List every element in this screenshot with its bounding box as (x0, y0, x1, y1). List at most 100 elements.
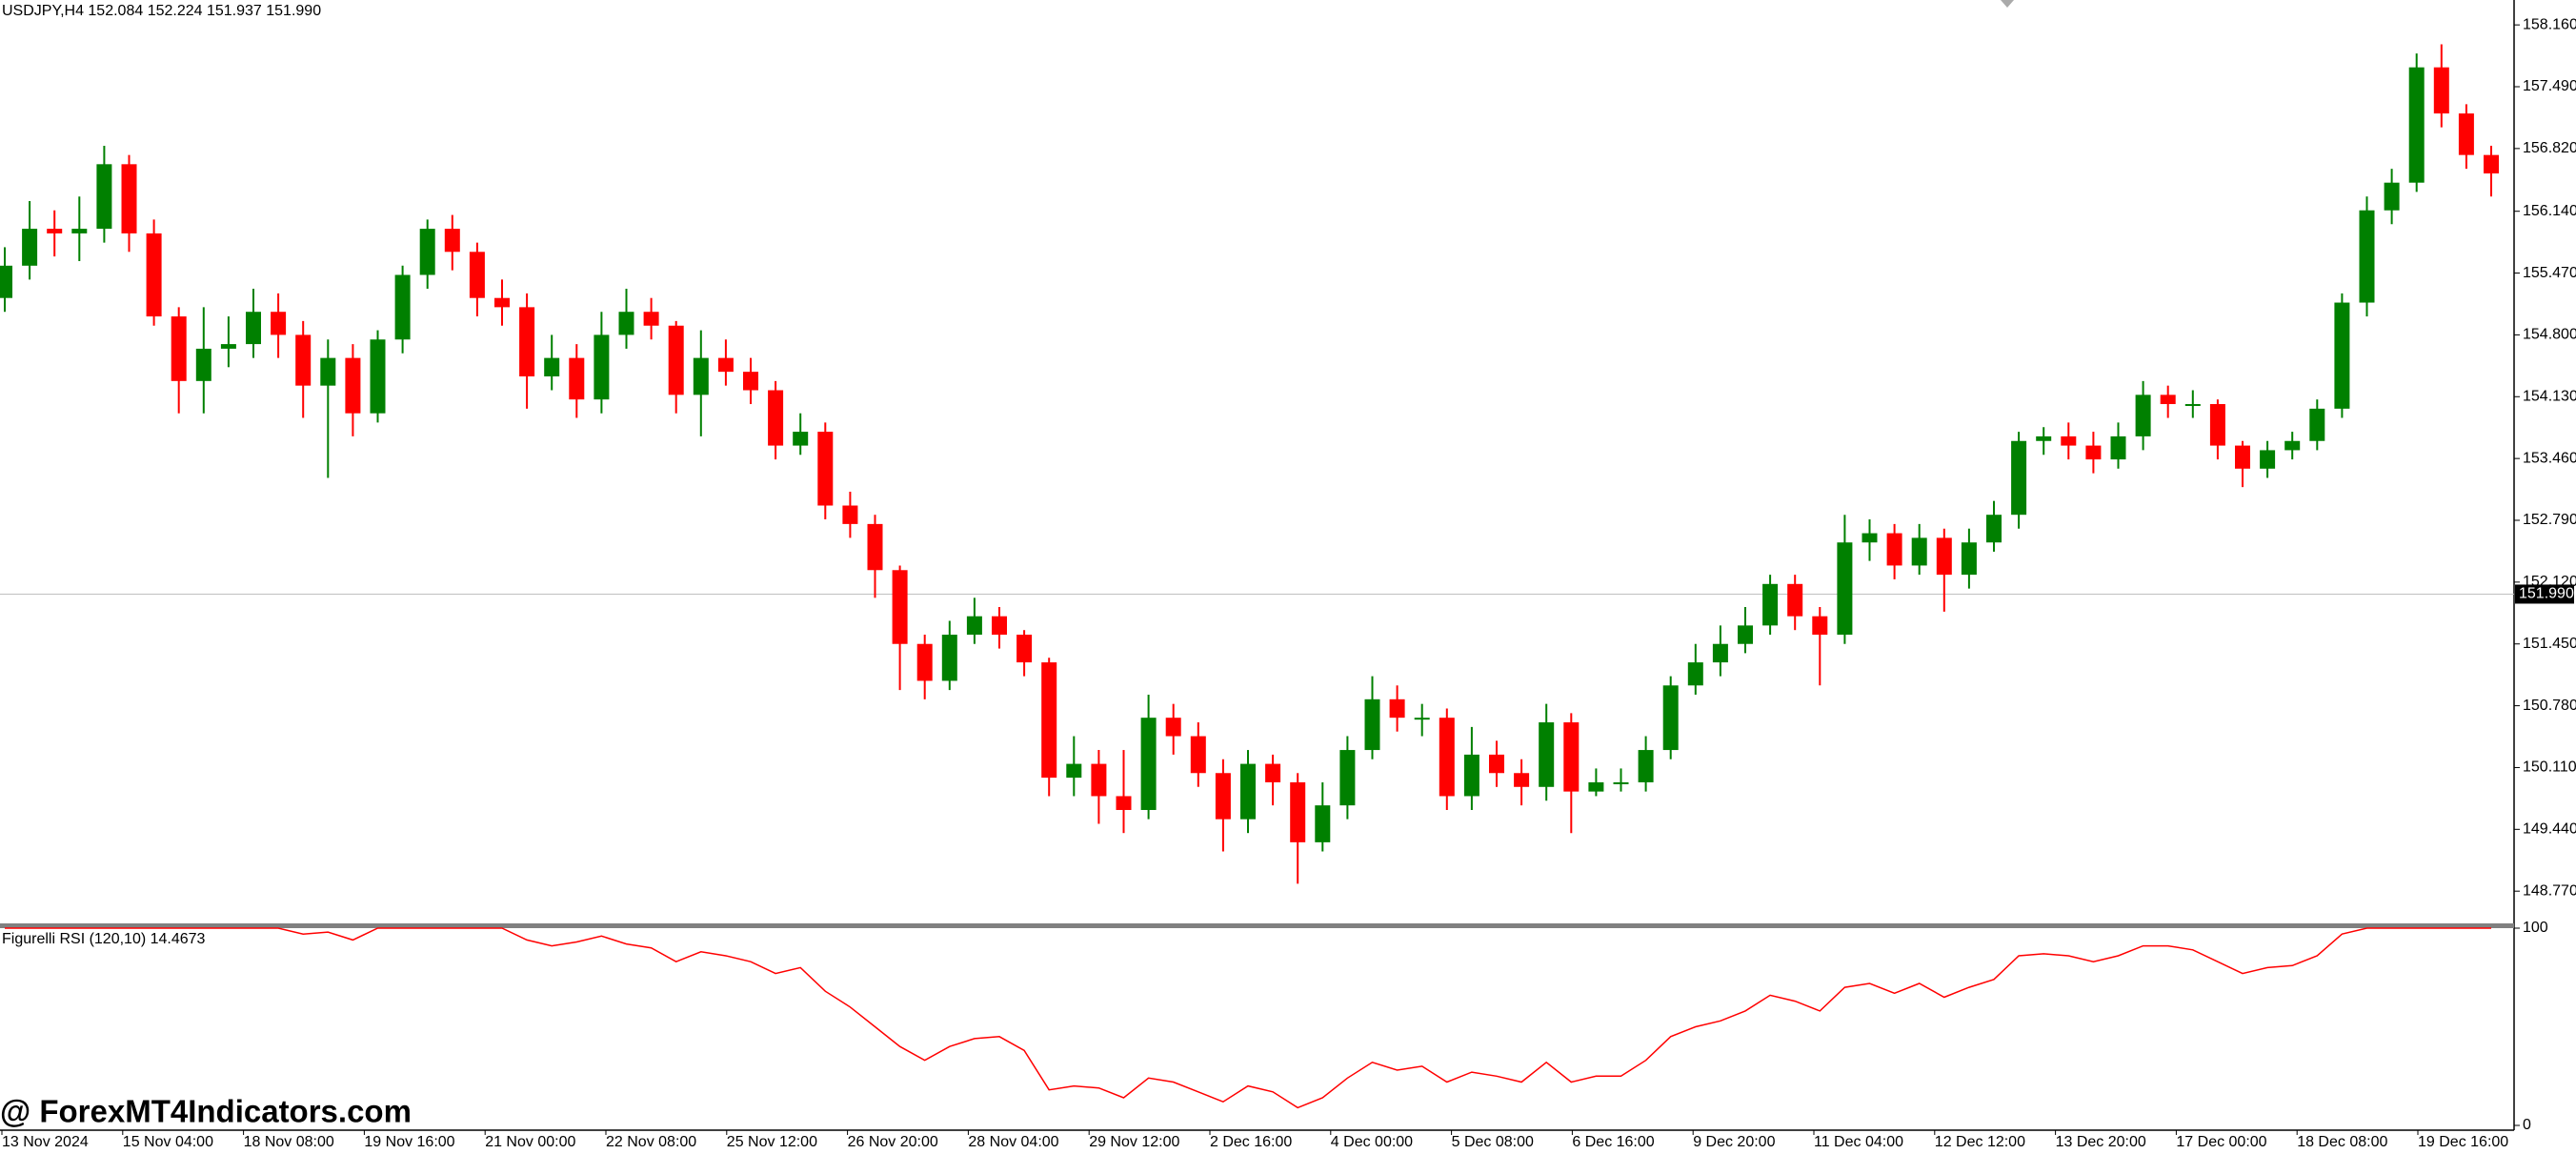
candle-body (2433, 67, 2449, 114)
y-tick-label: 152.790 (2523, 512, 2576, 528)
candle-body (1041, 662, 1057, 779)
candle-body (1265, 763, 1281, 782)
candle-body (2384, 182, 2400, 211)
candle-body (1588, 781, 1604, 792)
rsi-line (5, 927, 2491, 1109)
candle-body (494, 297, 510, 308)
candle-body (47, 229, 63, 233)
candle-body (1091, 763, 1107, 797)
candle-body (2036, 435, 2052, 441)
candle-body (1986, 515, 2002, 543)
candle-body (246, 312, 261, 345)
candle-body (941, 635, 957, 681)
candle-body (444, 229, 460, 253)
candle-body (171, 316, 187, 381)
x-tick-label: 18 Dec 08:00 (2297, 1134, 2387, 1150)
x-tick-label: 15 Nov 04:00 (123, 1134, 213, 1150)
candle-body (1738, 625, 1753, 644)
x-tick-label: 13 Nov 2024 (2, 1134, 89, 1150)
candle-body (146, 233, 162, 317)
candle-body (743, 372, 758, 391)
candle-body (2458, 113, 2474, 155)
candle-body (2334, 302, 2350, 409)
y-tick-label: 154.800 (2523, 327, 2576, 343)
candle-body (693, 357, 709, 395)
y-tick-label: 100 (2523, 920, 2548, 936)
candle-body (195, 348, 211, 381)
candle-body (394, 274, 411, 340)
current-price-box (2515, 584, 2574, 604)
x-tick-label: 28 Nov 04:00 (968, 1134, 1058, 1150)
candle-body (1662, 685, 1679, 751)
x-tick-label: 17 Dec 00:00 (2176, 1134, 2266, 1150)
y-tick-label: 153.460 (2523, 450, 2576, 466)
x-tick-label: 21 Nov 00:00 (485, 1134, 575, 1150)
candle-body (2484, 154, 2499, 174)
candle-body (2209, 404, 2225, 446)
candle-body (370, 339, 386, 414)
candle-body (320, 357, 336, 386)
candle-body (1364, 698, 1380, 751)
x-tick-label: 13 Dec 20:00 (2056, 1134, 2146, 1150)
candle-body (594, 334, 610, 400)
candle-body (992, 616, 1007, 636)
candle-body (1837, 542, 1853, 636)
y-tick-label: 149.440 (2523, 821, 2576, 838)
candle-body (2260, 450, 2276, 469)
y-tick-label: 155.470 (2523, 265, 2576, 281)
candle-body (892, 570, 908, 644)
candle-body (2235, 445, 2250, 469)
x-tick-label: 12 Dec 12:00 (1935, 1134, 2025, 1150)
y-tick-label: 151.450 (2523, 636, 2576, 652)
candle-body (469, 252, 485, 298)
candle-body (1936, 537, 1952, 576)
candle-body (817, 432, 834, 506)
watermark: @ ForexMT4Indicators.com (0, 1094, 412, 1129)
candle-body (1339, 750, 1356, 806)
x-tick-label: 19 Nov 16:00 (364, 1134, 454, 1150)
x-tick-label: 6 Dec 16:00 (1572, 1134, 1654, 1150)
candle-body (345, 357, 361, 414)
candle-body (1389, 698, 1405, 719)
candle-body (867, 523, 883, 571)
candle-body (966, 616, 982, 636)
candle-body (1116, 796, 1132, 810)
candle-body (2135, 395, 2151, 436)
candle-body (1240, 763, 1256, 820)
candle-body (1514, 773, 1530, 787)
candle-body (1315, 805, 1331, 842)
candle-body (1886, 533, 1902, 566)
scroll-marker (2001, 0, 2014, 8)
candle-body (1762, 583, 1779, 626)
x-tick-label: 22 Nov 08:00 (606, 1134, 696, 1150)
candle-body (2160, 395, 2176, 405)
y-tick-label: 156.140 (2523, 203, 2576, 219)
candle-body (2110, 435, 2126, 460)
candle-body (668, 325, 684, 395)
candle-body (1712, 643, 1728, 663)
x-tick-label: 2 Dec 16:00 (1210, 1134, 1292, 1150)
candle-body (1539, 722, 1555, 787)
x-tick-label: 5 Dec 08:00 (1452, 1134, 1534, 1150)
candle-body (1613, 781, 1629, 784)
candle-body (2284, 440, 2301, 451)
candle-body (519, 307, 535, 376)
candle-body (2184, 404, 2201, 407)
candle-body (2309, 408, 2325, 441)
y-tick-label: 148.770 (2523, 882, 2576, 899)
candle-body (2359, 210, 2375, 303)
candle-body (1638, 750, 1654, 782)
candle-body (419, 229, 435, 275)
x-tick-label: 26 Nov 20:00 (848, 1134, 938, 1150)
candle-body (1463, 754, 1479, 797)
candle-body (1215, 773, 1231, 820)
x-tick-label: 29 Nov 12:00 (1089, 1134, 1179, 1150)
y-tick-label: 154.130 (2523, 388, 2576, 404)
y-tick-label: 150.110 (2523, 759, 2576, 776)
candle-body (0, 265, 12, 298)
y-tick-label: 157.490 (2523, 78, 2576, 94)
candle-body (1439, 718, 1455, 797)
candle-body (1140, 718, 1157, 810)
candle-body (1961, 542, 1977, 576)
